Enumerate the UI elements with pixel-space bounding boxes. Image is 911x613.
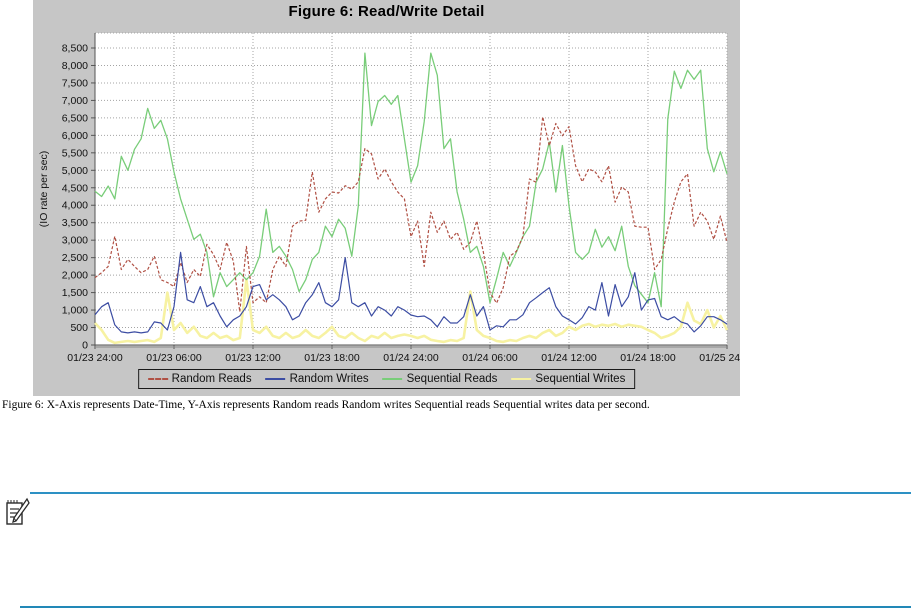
legend-item: Sequential Writes xyxy=(511,373,625,385)
chart-panel: 0 500 1,000 1,500 2,000 2,500 3,000 3,500 4,000 4… xyxy=(33,0,740,396)
legend-swatch-icon xyxy=(265,378,286,380)
y-tick-label: 7,000 xyxy=(62,95,88,107)
y-tick-label: 4,500 xyxy=(62,182,88,194)
legend-label: Sequential Writes xyxy=(535,373,626,385)
y-tick-label: 5,500 xyxy=(62,147,88,159)
y-tick-label: 3,000 xyxy=(62,235,88,247)
x-tick-label: 01/24 18:00 xyxy=(620,352,676,364)
y-tick-label: 8,500 xyxy=(62,43,88,55)
chart-legend: Random Reads Random Writes Sequential Read… xyxy=(137,369,636,389)
legend-label: Sequential Reads xyxy=(406,373,498,385)
note-icon xyxy=(4,496,30,528)
y-tick-label: 8,000 xyxy=(62,60,88,72)
y-tick-label: 6,000 xyxy=(62,130,88,142)
figure-caption: Figure 6: X-Axis represents Date-Time, Y… xyxy=(2,399,650,411)
x-tick-label: 01/23 24:00 xyxy=(67,352,123,364)
chart-title: Figure 6: Read/Write Detail xyxy=(288,3,485,20)
y-tick-label: 2,500 xyxy=(62,252,88,264)
x-tick-label: 01/23 06:00 xyxy=(146,352,202,364)
series-line-sequential-reads xyxy=(94,52,728,308)
x-tick-label: 01/23 12:00 xyxy=(225,352,281,364)
y-tick-label: 7,500 xyxy=(62,77,88,89)
series-line-random-writes xyxy=(94,251,728,334)
note-rule-top xyxy=(30,492,911,494)
y-tick-label: 5,000 xyxy=(62,165,88,177)
legend-item: Random Writes xyxy=(265,373,369,385)
x-tick-label: 01/24 12:00 xyxy=(541,352,597,364)
series-line-sequential-writes xyxy=(94,278,729,345)
legend-item: Sequential Reads xyxy=(382,373,498,385)
y-tick-label: 3,500 xyxy=(62,217,88,229)
y-tick-label: 2,000 xyxy=(62,270,88,282)
x-tick-label: 01/23 18:00 xyxy=(304,352,360,364)
y-tick-label: 1,000 xyxy=(62,305,88,317)
legend-label: Random Reads xyxy=(171,373,252,385)
legend-swatch-icon xyxy=(147,378,168,380)
x-tick-label: 01/25 24:00 xyxy=(699,352,740,364)
legend-item: Random Reads xyxy=(147,373,252,385)
x-tick-label: 01/24 06:00 xyxy=(462,352,518,364)
x-tick-label: 01/24 24:00 xyxy=(383,352,439,364)
legend-label: Random Writes xyxy=(289,373,369,385)
y-tick-label: 1,500 xyxy=(62,287,88,299)
y-tick-label: 0 xyxy=(82,340,88,352)
legend-swatch-icon xyxy=(382,378,403,380)
chart-canvas: 0 500 1,000 1,500 2,000 2,500 3,000 3,500 4,000 4… xyxy=(38,32,740,364)
note-rule-bottom xyxy=(20,606,911,608)
legend-swatch-icon xyxy=(511,378,532,380)
y-axis-title: (IO rate per sec) xyxy=(38,151,50,227)
y-tick-label: 6,500 xyxy=(62,112,88,124)
y-tick-label: 500 xyxy=(70,322,88,334)
y-tick-label: 4,000 xyxy=(62,200,88,212)
